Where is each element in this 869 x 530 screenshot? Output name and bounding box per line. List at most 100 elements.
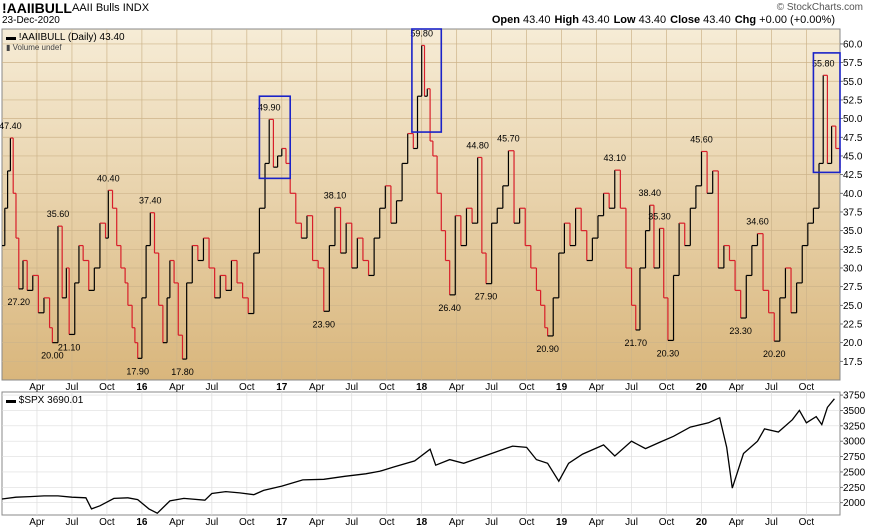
data-label: 45.70 — [497, 134, 520, 144]
x-tick-label: Oct — [799, 382, 815, 393]
x-tick-label: Oct — [519, 382, 535, 393]
y-tick-label: 20.0 — [843, 338, 863, 349]
x-tick-label: Jul — [345, 517, 358, 528]
y-tick-label: 35.0 — [843, 226, 863, 237]
x-tick-label: Apr — [309, 382, 325, 393]
quote-value-close: 43.40 — [703, 14, 731, 26]
data-label: 23.30 — [729, 326, 752, 336]
x-tick-label: Apr — [449, 382, 465, 393]
data-label: 55.80 — [812, 58, 835, 68]
data-label: 45.60 — [690, 134, 713, 144]
y-tick-label: 30.0 — [843, 263, 863, 274]
chart-date: 23-Dec-2020 — [2, 15, 60, 26]
y-tick-label: 17.5 — [843, 357, 863, 368]
symbol-title: !AAIIBULL — [2, 0, 72, 16]
y-tick-label: 3000 — [843, 437, 866, 448]
data-label: 27.20 — [8, 297, 31, 307]
legend-volume: ▮ Volume undef — [6, 43, 62, 52]
plot-area-0 — [1, 28, 841, 381]
data-label: 26.40 — [438, 303, 461, 313]
y-tick-label: 22.5 — [843, 319, 863, 330]
data-label: 35.30 — [648, 211, 671, 221]
symbol-exchange: INDX — [122, 2, 150, 14]
symbol-fullname: AAII Bulls — [72, 2, 120, 14]
x-tick-label: Apr — [309, 517, 325, 528]
highlight-box — [411, 28, 443, 133]
y-tick-label: 2250 — [843, 483, 866, 494]
y-tick-label: 3250 — [843, 421, 866, 432]
legend-spx: ▬ $SPX 3690.01 — [6, 395, 84, 406]
highlight-box — [258, 95, 291, 180]
x-tick-label: Oct — [519, 517, 535, 528]
x-tick-label: Oct — [659, 517, 675, 528]
x-tick-label: Apr — [29, 517, 45, 528]
data-label: 34.60 — [746, 217, 769, 227]
y-tick-label: 2000 — [843, 498, 866, 509]
x-tick-label: Jul — [765, 382, 778, 393]
data-label: 17.90 — [126, 366, 149, 376]
chart-header: !AAIIBULL AAII Bulls INDX 23-Dec-2020 © … — [0, 0, 869, 28]
x-tick-label: Jul — [625, 517, 638, 528]
x-tick-label: 18 — [416, 517, 428, 528]
y-tick-label: 47.5 — [843, 133, 863, 144]
y-tick-label: 60.0 — [843, 39, 863, 50]
data-label: 43.10 — [603, 153, 626, 163]
quote-label-low: Low — [613, 14, 639, 26]
x-tick-label: Jul — [625, 382, 638, 393]
y-tick-label: 3750 — [843, 391, 866, 402]
x-tick-label: Apr — [589, 517, 605, 528]
data-label: 20.90 — [536, 344, 559, 354]
x-tick-label: 16 — [136, 517, 148, 528]
x-tick-label: Oct — [99, 517, 115, 528]
y-tick-label: 3500 — [843, 406, 866, 417]
x-tick-label: Oct — [379, 382, 395, 393]
x-tick-label: Apr — [729, 517, 745, 528]
brand-watermark[interactable]: © StockCharts.com — [776, 2, 863, 13]
spx-series-line — [1, 398, 835, 514]
quote-label-chg: Chg — [734, 14, 760, 26]
x-tick-label: Jul — [205, 517, 218, 528]
x-tick-label: Apr — [29, 382, 45, 393]
data-label: 17.80 — [171, 367, 194, 377]
x-tick-label: Jul — [765, 517, 778, 528]
y-tick-label: 50.0 — [843, 114, 863, 125]
x-tick-label: 16 — [136, 382, 148, 393]
highlight-box — [812, 52, 841, 174]
y-tick-label: 2750 — [843, 452, 866, 463]
x-tick-label: Oct — [799, 517, 815, 528]
y-tick-label: 42.5 — [843, 170, 863, 181]
y-tick-label: 45.0 — [843, 151, 863, 162]
data-label: 47.40 — [0, 121, 22, 131]
quote-value-high: 43.40 — [582, 14, 610, 26]
x-tick-label: Apr — [729, 382, 745, 393]
x-tick-label: 19 — [556, 517, 568, 528]
x-tick-label: 18 — [416, 382, 428, 393]
quote-label-open: Open — [491, 14, 523, 26]
quote-label-close: Close — [670, 14, 704, 26]
data-label: 20.30 — [657, 348, 680, 358]
x-tick-label: 17 — [276, 517, 288, 528]
y-tick-label: 52.5 — [843, 95, 863, 106]
data-label: 44.80 — [466, 140, 489, 150]
quote-value-chg: +0.00 (+0.00%) — [759, 14, 835, 26]
x-tick-label: Apr — [589, 382, 605, 393]
y-tick-label: 57.5 — [843, 58, 863, 69]
x-tick-label: Jul — [485, 517, 498, 528]
x-tick-label: Oct — [239, 517, 255, 528]
x-tick-label: Jul — [205, 382, 218, 393]
data-label: 23.90 — [313, 319, 336, 329]
data-label: 20.00 — [41, 351, 64, 361]
x-tick-label: Jul — [66, 517, 79, 528]
x-tick-label: Jul — [485, 382, 498, 393]
x-tick-label: 17 — [276, 382, 288, 393]
data-label: 38.10 — [324, 190, 347, 200]
x-tick-label: Oct — [99, 382, 115, 393]
x-tick-label: Oct — [239, 382, 255, 393]
x-tick-label: Apr — [169, 382, 185, 393]
data-label: 27.90 — [475, 292, 498, 302]
data-label: 37.40 — [139, 196, 162, 206]
data-label: 40.40 — [97, 173, 120, 183]
y-tick-label: 32.5 — [843, 245, 863, 256]
y-tick-label: 37.5 — [843, 207, 863, 218]
